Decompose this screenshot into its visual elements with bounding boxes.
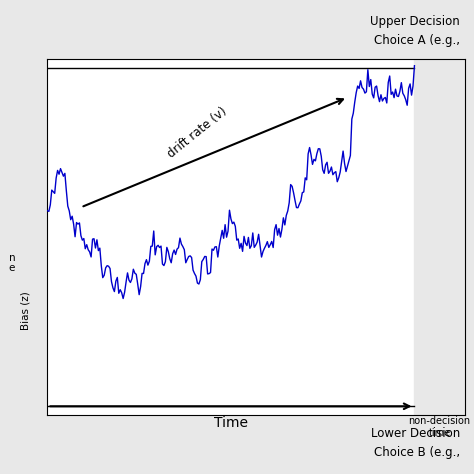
- Text: Bias (z): Bias (z): [21, 292, 31, 330]
- Text: non-decision
time: non-decision time: [409, 417, 471, 438]
- Text: Upper Decision: Upper Decision: [370, 15, 460, 28]
- Bar: [414, 59, 474, 415]
- Text: Choice A (e.g.,: Choice A (e.g.,: [374, 34, 460, 47]
- Text: Time: Time: [214, 417, 248, 430]
- Text: Lower Decision: Lower Decision: [371, 427, 460, 440]
- Text: n: n: [9, 253, 15, 264]
- Text: Choice B (e.g.,: Choice B (e.g.,: [374, 446, 460, 459]
- Text: e: e: [9, 263, 15, 273]
- Text: drift rate (v): drift rate (v): [165, 105, 230, 161]
